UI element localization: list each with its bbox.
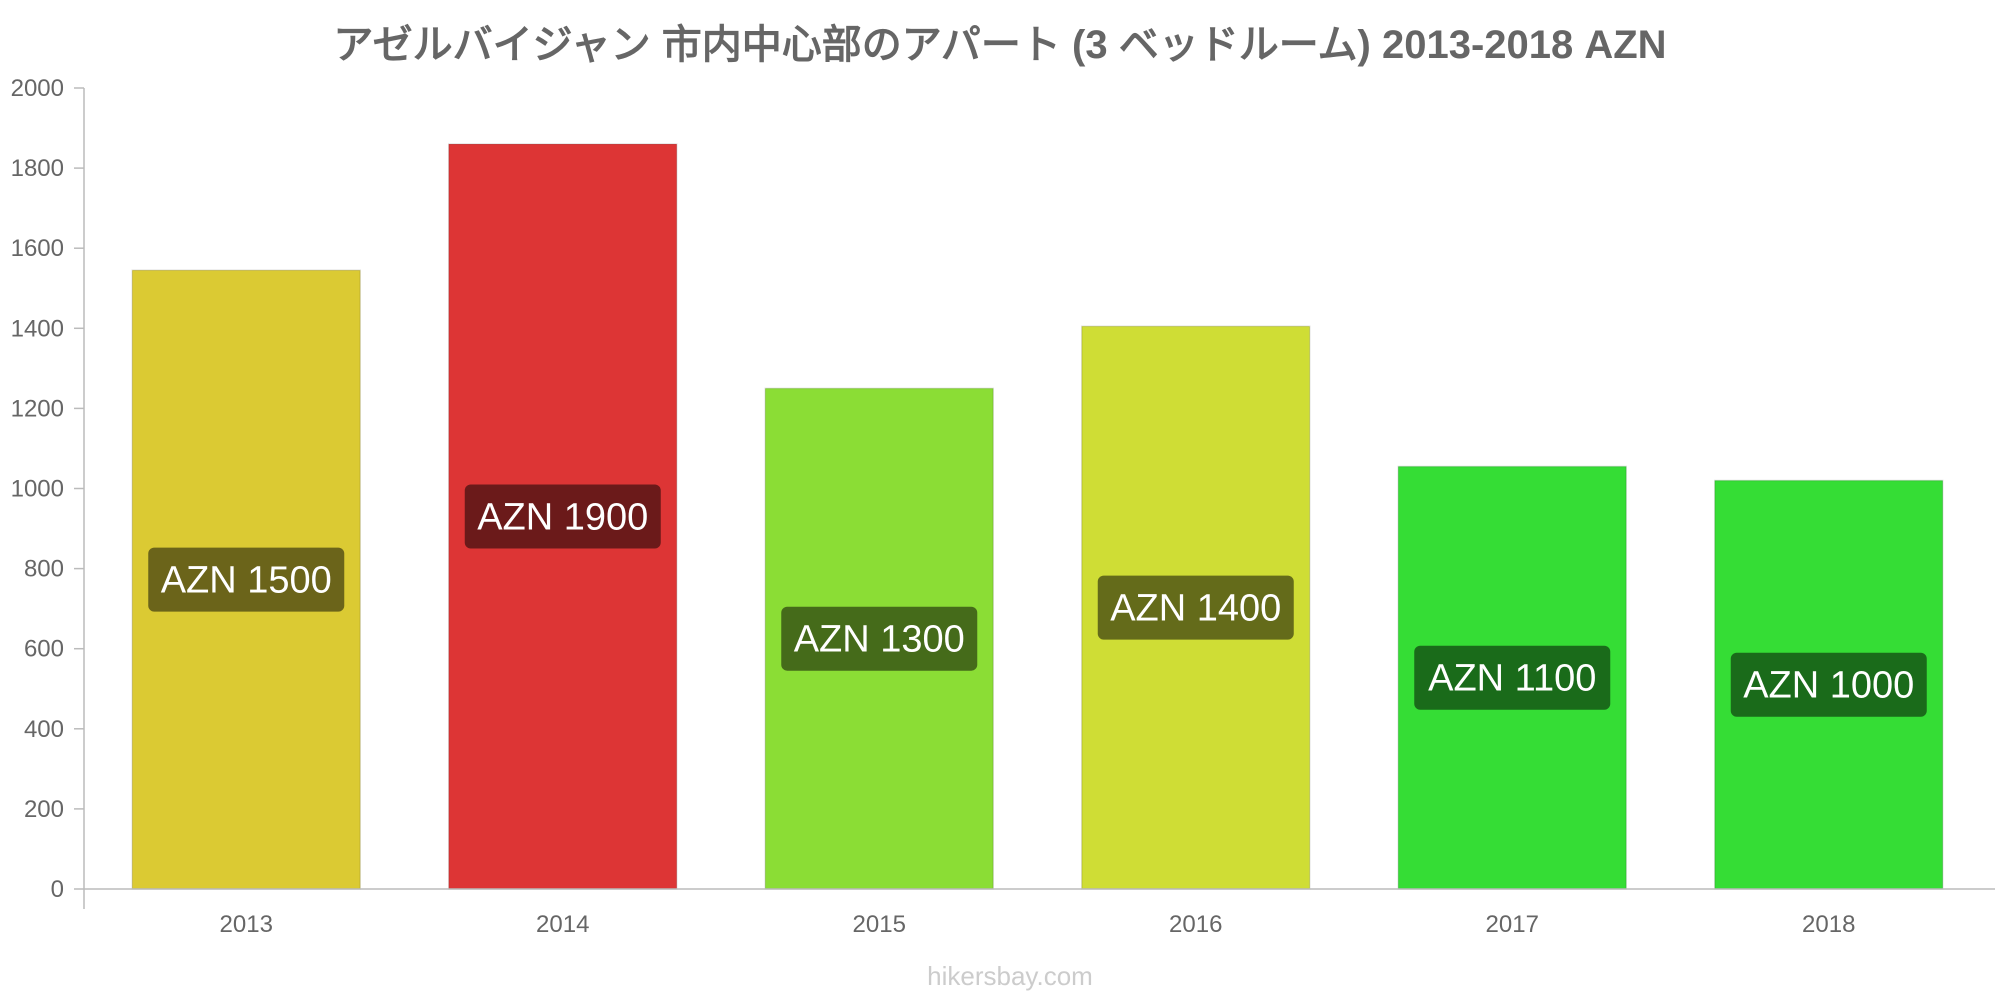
x-tick-label: 2015 — [853, 911, 906, 938]
data-label-text: AZN 1900 — [477, 497, 648, 539]
y-tick-label: 400 — [24, 716, 64, 743]
y-tick-label: 600 — [24, 636, 64, 663]
data-label-text: AZN 1000 — [1743, 665, 1914, 707]
watermark: hikersbay.com — [927, 961, 1093, 991]
data-label-text: AZN 1100 — [1428, 658, 1596, 700]
data-label-2014: AZN 1900 — [464, 484, 661, 549]
y-tick-label: 1000 — [11, 476, 64, 503]
data-label-2016: AZN 1400 — [1097, 575, 1294, 640]
x-tick-label: 2014 — [536, 911, 589, 938]
data-label-text: AZN 1500 — [161, 560, 332, 602]
data-labels: AZN 1500 AZN 1900 AZN 1300 AZN 1400 AZN 1100… — [148, 484, 1927, 717]
data-label-box — [1730, 652, 1927, 717]
data-label-text: AZN 1400 — [1110, 588, 1281, 630]
y-tick-label: 2000 — [11, 75, 64, 102]
x-tick-label: 2017 — [1486, 911, 1539, 938]
y-tick-label: 800 — [24, 556, 64, 583]
bars — [131, 143, 1944, 890]
data-label-box — [148, 547, 345, 612]
data-label-box — [1097, 575, 1294, 640]
data-label-box — [781, 606, 978, 671]
x-axis: 2013 2014 2015 2016 2017 2018 — [84, 888, 1995, 938]
y-tick-label: 1200 — [11, 395, 64, 422]
y-tick-label: 1600 — [11, 235, 64, 262]
x-tick-label: 2013 — [220, 911, 273, 938]
y-tick-label: 0 — [51, 876, 64, 903]
data-label-2015: AZN 1300 — [781, 606, 978, 671]
data-label-2018: AZN 1000 — [1730, 652, 1927, 717]
y-axis: 0 200 400 600 800 1000 1200 1400 1600 1800 2000 — [11, 75, 85, 909]
x-tick-label: 2018 — [1802, 911, 1855, 938]
data-label-box — [1414, 645, 1611, 710]
y-tick-label: 1400 — [11, 315, 64, 342]
data-label-2017: AZN 1100 — [1414, 645, 1611, 710]
chart-title: アゼルバイジャン 市内中心部のアパート (3 ベッドルーム) 2013-2018… — [333, 23, 1666, 67]
x-tick-label: 2016 — [1169, 911, 1222, 938]
y-tick-label: 1800 — [11, 155, 64, 182]
y-tick-label: 200 — [24, 796, 64, 823]
data-label-2013: AZN 1500 — [148, 547, 345, 612]
data-label-box — [464, 484, 661, 549]
data-label-text: AZN 1300 — [794, 619, 965, 661]
